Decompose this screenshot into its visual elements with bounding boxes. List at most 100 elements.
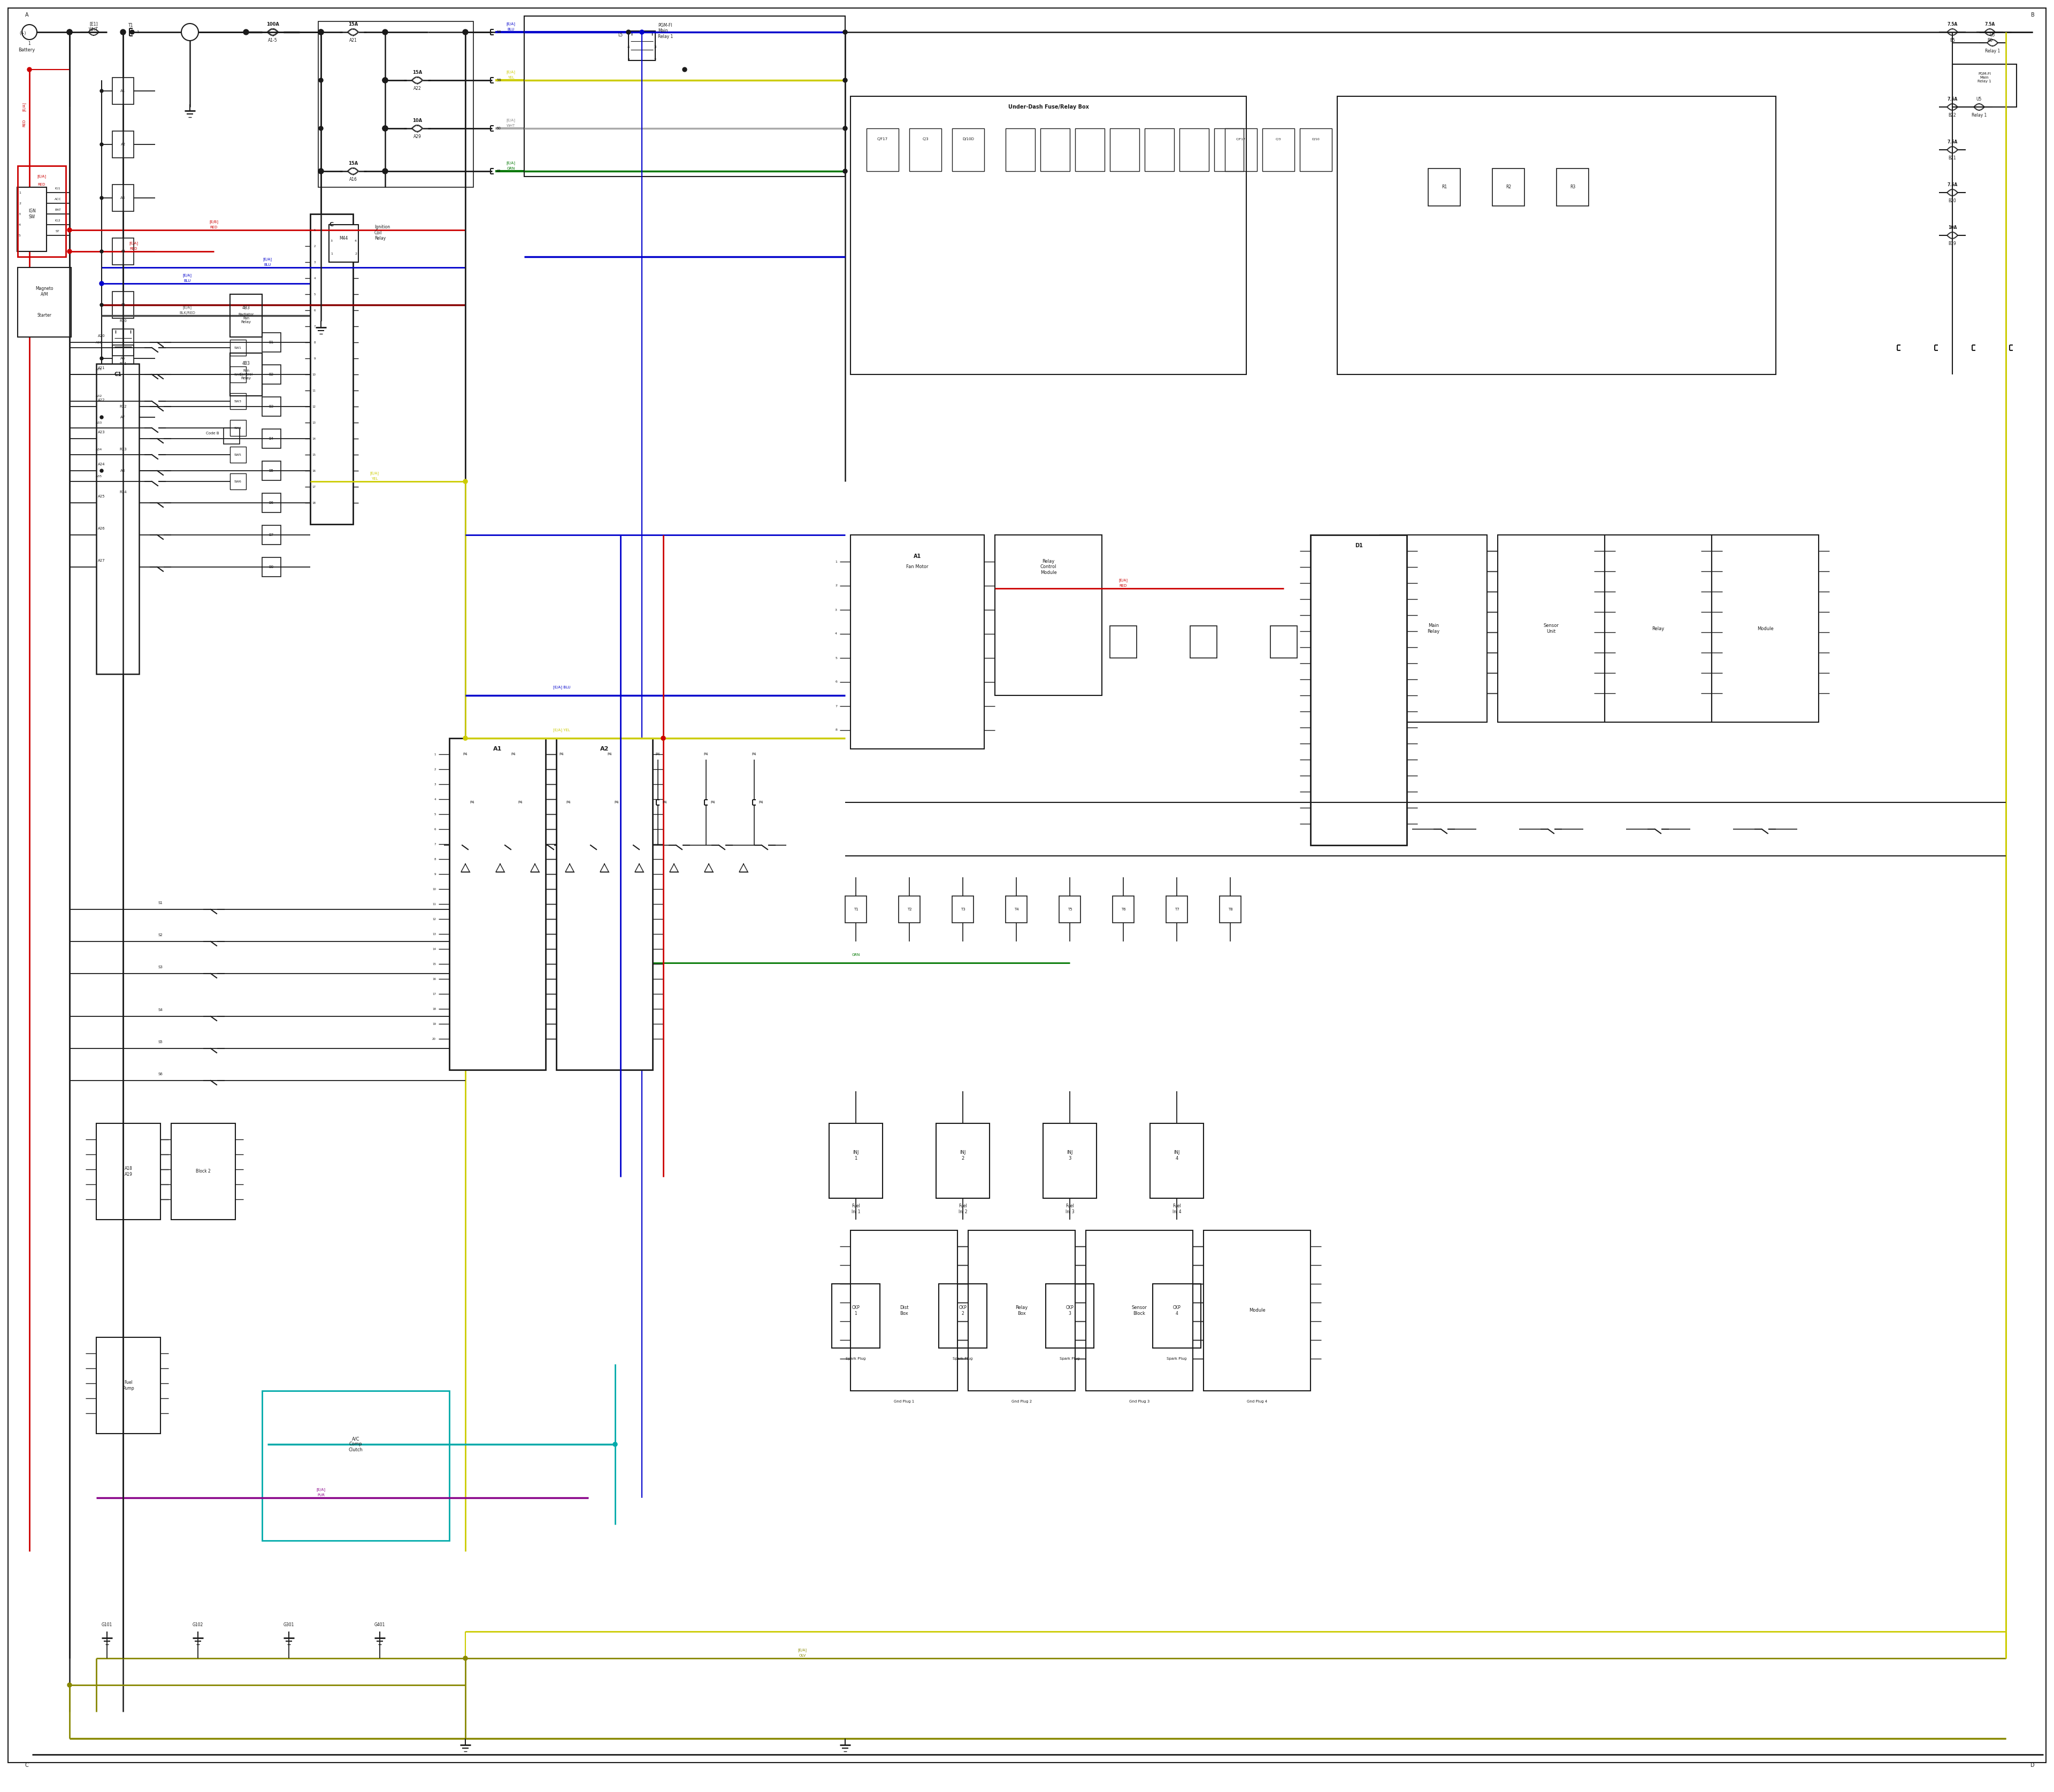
Text: Magneto
A/M: Magneto A/M (35, 287, 53, 297)
Bar (1310, 536, 1407, 846)
Bar (263, 366, 281, 383)
Bar (1109, 625, 1136, 658)
Text: 5: 5 (836, 656, 838, 659)
Text: Gnd Plug 1: Gnd Plug 1 (893, 1400, 914, 1403)
Text: CKP
1: CKP 1 (852, 1305, 861, 1315)
Circle shape (318, 168, 325, 174)
Text: S2: S2 (158, 934, 162, 937)
Text: 14: 14 (431, 948, 435, 950)
Text: 12: 12 (431, 918, 435, 921)
Text: RED: RED (129, 247, 138, 251)
Text: WHT: WHT (88, 27, 99, 32)
Bar (310, 213, 353, 525)
Bar (939, 1283, 986, 1348)
Circle shape (129, 30, 134, 34)
Text: 59: 59 (497, 79, 501, 82)
Text: Dist
Box: Dist Box (900, 1305, 908, 1315)
Bar (263, 428, 281, 448)
Text: 3: 3 (836, 609, 838, 611)
Text: 15A: 15A (347, 161, 357, 165)
Bar (263, 525, 281, 545)
Circle shape (318, 29, 325, 34)
Circle shape (382, 29, 388, 34)
Text: Relay 1: Relay 1 (1972, 113, 1986, 118)
Text: P4: P4 (511, 753, 516, 756)
Bar (113, 346, 134, 371)
Text: 7.5A: 7.5A (1947, 183, 1957, 186)
Text: [E/A]: [E/A] (797, 1649, 807, 1652)
Text: A5: A5 (121, 303, 125, 306)
Text: INJ
2: INJ 2 (959, 1150, 965, 1161)
Text: A1: A1 (493, 745, 501, 751)
Bar (263, 333, 281, 351)
Text: INJ
1: INJ 1 (852, 1150, 859, 1161)
Text: Gnd Plug 2: Gnd Plug 2 (1011, 1400, 1031, 1403)
Circle shape (464, 478, 468, 484)
Text: Fan
Control
Relay: Fan Control Relay (240, 369, 253, 380)
Text: Fuel
Inj 2: Fuel Inj 2 (959, 1204, 967, 1215)
Text: Spark Plug: Spark Plug (1167, 1357, 1187, 1360)
Text: Gnd Plug 4: Gnd Plug 4 (1247, 1400, 1267, 1403)
Text: 18: 18 (312, 502, 316, 504)
Circle shape (318, 79, 322, 82)
Text: P4: P4 (655, 753, 659, 756)
Text: 15A: 15A (347, 22, 357, 27)
Circle shape (382, 168, 388, 174)
Text: YEL: YEL (507, 75, 514, 79)
Text: L5: L5 (618, 32, 622, 38)
Text: [E/A]: [E/A] (370, 471, 380, 475)
Text: 10A: 10A (1947, 226, 1957, 229)
Circle shape (181, 23, 199, 41)
Text: Under-Dash Fuse/Relay Box: Under-Dash Fuse/Relay Box (1009, 104, 1089, 109)
Text: Radiator
Fan
Relay: Radiator Fan Relay (238, 314, 255, 324)
Text: A8: A8 (121, 470, 125, 473)
Text: CKP
3: CKP 3 (1066, 1305, 1074, 1315)
Text: [E/A]: [E/A] (505, 161, 516, 165)
Text: [E/A]: [E/A] (505, 118, 516, 122)
Text: 10: 10 (312, 373, 316, 376)
Text: 10A: 10A (413, 118, 421, 124)
Text: 19: 19 (431, 1023, 435, 1025)
Text: B21: B21 (1949, 156, 1955, 159)
Bar (1144, 129, 1175, 172)
Text: C/3: C/3 (922, 138, 928, 142)
Text: [E/A]: [E/A] (1119, 579, 1128, 582)
Circle shape (68, 249, 72, 253)
Circle shape (68, 1683, 72, 1686)
Bar (1263, 129, 1294, 172)
Text: R2: R2 (1506, 185, 1512, 190)
Text: A26: A26 (99, 527, 105, 530)
Text: 16: 16 (431, 978, 435, 980)
Text: A2: A2 (121, 143, 125, 145)
Text: 60: 60 (497, 127, 501, 131)
Text: A32: A32 (97, 394, 103, 398)
Text: U5: U5 (1990, 32, 1994, 38)
Circle shape (842, 30, 846, 34)
Text: 7: 7 (836, 704, 838, 708)
Circle shape (661, 737, 665, 740)
Text: A3: A3 (121, 197, 125, 199)
Bar (953, 896, 974, 923)
Circle shape (101, 470, 103, 473)
Text: RED: RED (23, 120, 25, 127)
Text: 100A: 100A (267, 22, 279, 27)
Circle shape (382, 77, 388, 82)
Text: A1-5: A1-5 (269, 38, 277, 43)
Text: BLU: BLU (507, 29, 514, 30)
Text: A24: A24 (99, 462, 105, 466)
Text: Gnd Plug 3: Gnd Plug 3 (1130, 1400, 1150, 1403)
Text: P4: P4 (614, 801, 618, 805)
Bar (1300, 129, 1331, 172)
Text: Fuel
Inj 3: Fuel Inj 3 (1066, 1204, 1074, 1215)
Text: P4: P4 (705, 753, 709, 756)
Circle shape (101, 357, 103, 360)
Bar (1220, 896, 1241, 923)
Circle shape (661, 737, 665, 740)
Text: Spark Plug: Spark Plug (1060, 1357, 1080, 1360)
Bar (1150, 1124, 1204, 1199)
Text: 2: 2 (653, 59, 657, 61)
Bar (113, 77, 134, 104)
Text: CKP
2: CKP 2 (959, 1305, 967, 1315)
Bar (230, 419, 246, 435)
Bar (97, 364, 140, 674)
